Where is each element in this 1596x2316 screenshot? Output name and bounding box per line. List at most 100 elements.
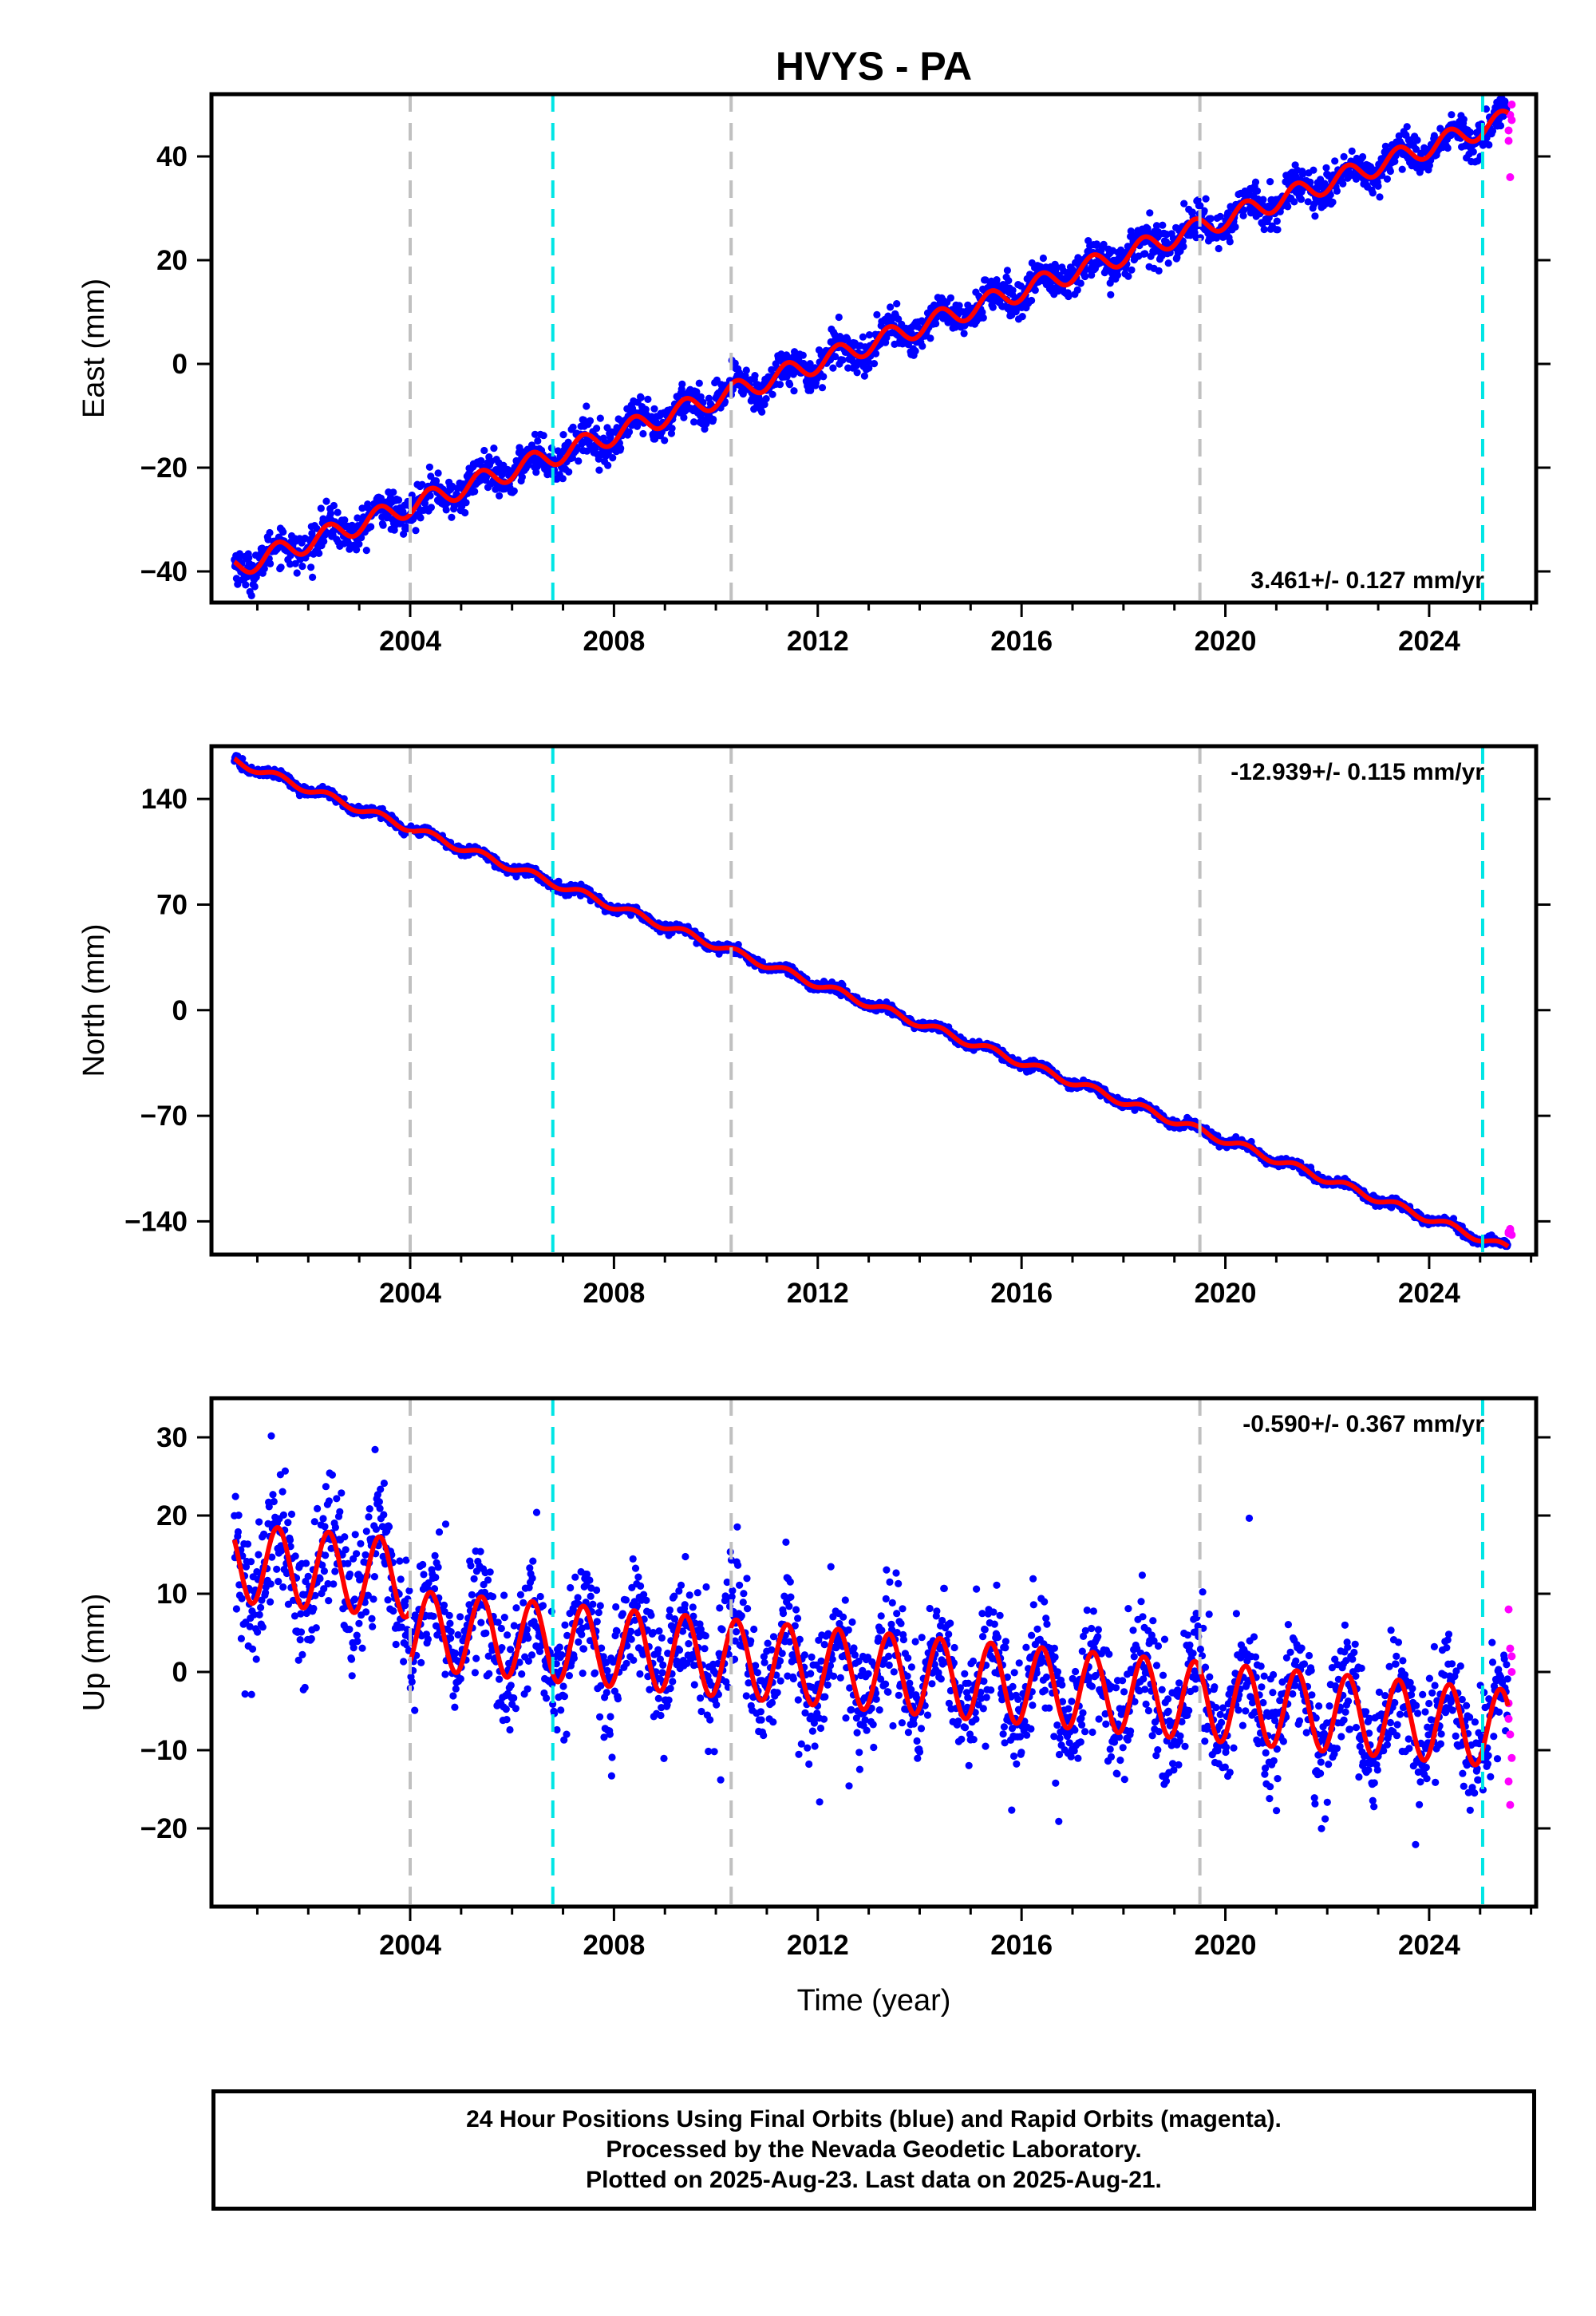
final-orbit-point	[293, 569, 301, 577]
final-orbit-point	[1179, 243, 1187, 251]
model-fit-line	[232, 109, 1511, 575]
final-orbit-point	[480, 446, 488, 455]
final-orbit-point	[1329, 198, 1337, 206]
final-orbit-point	[583, 402, 591, 410]
final-orbit-point	[1391, 157, 1399, 165]
final-orbit-point	[932, 319, 940, 328]
final-orbit-point	[247, 591, 255, 600]
final-orbit-point	[1251, 178, 1260, 186]
final-orbit-point	[1226, 238, 1234, 246]
final-orbit-point	[709, 415, 717, 424]
final-orbit-point	[307, 563, 315, 571]
final-orbit-point	[799, 351, 807, 359]
final-orbit-point	[1398, 165, 1406, 173]
final-orbit-point	[832, 353, 839, 361]
final-orbit-point	[593, 425, 601, 433]
rapid-orbit-point	[1506, 1224, 1515, 1233]
final-orbit-point	[1005, 277, 1013, 285]
final-orbit-point	[960, 330, 968, 338]
final-orbit-point	[864, 358, 872, 366]
final-orbit-point	[865, 331, 874, 339]
x-tick-label: 2012	[787, 1278, 849, 1309]
y-axis-label: East (mm)	[77, 279, 111, 418]
final-orbit-point	[1386, 167, 1394, 176]
final-orbit-point	[1290, 198, 1298, 206]
y-tick-label: 0	[172, 349, 188, 380]
figure-title: HVYS - PA	[776, 44, 972, 89]
final-orbit-point	[273, 1565, 281, 1573]
final-orbit-point	[275, 1578, 282, 1586]
final-orbit-point	[477, 456, 485, 464]
final-orbit-point	[783, 351, 791, 359]
rapid-orbit-point	[1504, 126, 1513, 135]
x-tick-label: 2008	[583, 626, 645, 657]
y-tick-label: 70	[156, 889, 188, 920]
final-orbit-point	[873, 310, 881, 318]
y-tick-label: −20	[140, 453, 188, 484]
final-orbit-point	[267, 1432, 275, 1440]
final-orbit-point	[1298, 170, 1307, 178]
x-tick-label: 2008	[583, 1278, 645, 1309]
final-orbit-point	[1180, 200, 1188, 207]
final-orbit-point	[1018, 313, 1026, 321]
y-tick-label: 20	[156, 245, 188, 276]
final-orbit-point	[865, 364, 873, 372]
final-orbit-point	[279, 528, 287, 536]
rapid-orbit-point	[1504, 136, 1513, 145]
final-orbit-point	[835, 313, 843, 322]
plot-area	[231, 1432, 1516, 1848]
final-orbit-point	[1413, 136, 1421, 144]
final-orbit-point	[762, 395, 770, 403]
rate-label: -12.939+/- 0.115 mm/yr	[1231, 759, 1484, 785]
rapid-orbit-point	[1507, 116, 1516, 124]
final-orbit-point	[559, 431, 567, 439]
final-orbit-point	[1159, 221, 1167, 229]
final-orbit-point	[853, 369, 861, 377]
final-orbit-point	[829, 364, 837, 372]
final-orbit-point	[1469, 148, 1477, 156]
final-orbit-point	[418, 480, 426, 488]
final-orbit-point	[1107, 290, 1115, 298]
final-orbit-point	[247, 1558, 255, 1566]
final-orbit-point	[252, 1655, 260, 1663]
final-orbit-point	[790, 387, 798, 395]
final-orbit-point	[266, 528, 274, 537]
final-orbit-point	[1333, 187, 1341, 195]
final-orbit-point	[308, 529, 316, 538]
final-orbit-point	[639, 429, 647, 438]
final-orbit-point	[255, 1611, 263, 1618]
final-orbit-point	[1374, 182, 1382, 190]
final-orbit-point	[918, 342, 926, 350]
final-orbit-point	[1231, 223, 1239, 231]
rapid-orbit-point	[1506, 173, 1515, 181]
final-orbit-point	[702, 420, 710, 428]
final-orbit-point	[353, 546, 361, 554]
final-orbit-point	[442, 506, 450, 514]
final-orbit-point	[1417, 149, 1425, 157]
final-orbit-point	[400, 530, 408, 538]
final-orbit-point	[1340, 152, 1348, 160]
final-orbit-point	[1488, 127, 1497, 135]
final-orbit-point	[425, 463, 434, 471]
final-orbit-point	[317, 504, 325, 512]
final-orbit-point	[399, 508, 407, 516]
final-orbit-point	[1028, 296, 1036, 305]
final-orbit-point	[1259, 196, 1267, 204]
final-orbit-point	[417, 514, 425, 522]
final-orbit-point	[247, 1690, 255, 1698]
final-orbit-point	[320, 537, 328, 546]
final-orbit-point	[1088, 271, 1096, 279]
final-orbit-point	[1273, 217, 1281, 225]
final-orbit-point	[257, 1603, 265, 1611]
final-orbit-point	[1348, 147, 1356, 155]
final-orbit-point	[979, 314, 987, 322]
final-orbit-point	[1240, 206, 1248, 214]
final-orbit-point	[534, 437, 542, 445]
final-orbit-point	[427, 504, 436, 512]
final-orbit-point	[1460, 116, 1468, 124]
final-orbit-point	[1466, 128, 1474, 136]
final-orbit-point	[1331, 157, 1339, 165]
final-orbit-point	[531, 430, 539, 438]
final-orbit-point	[1297, 196, 1306, 204]
